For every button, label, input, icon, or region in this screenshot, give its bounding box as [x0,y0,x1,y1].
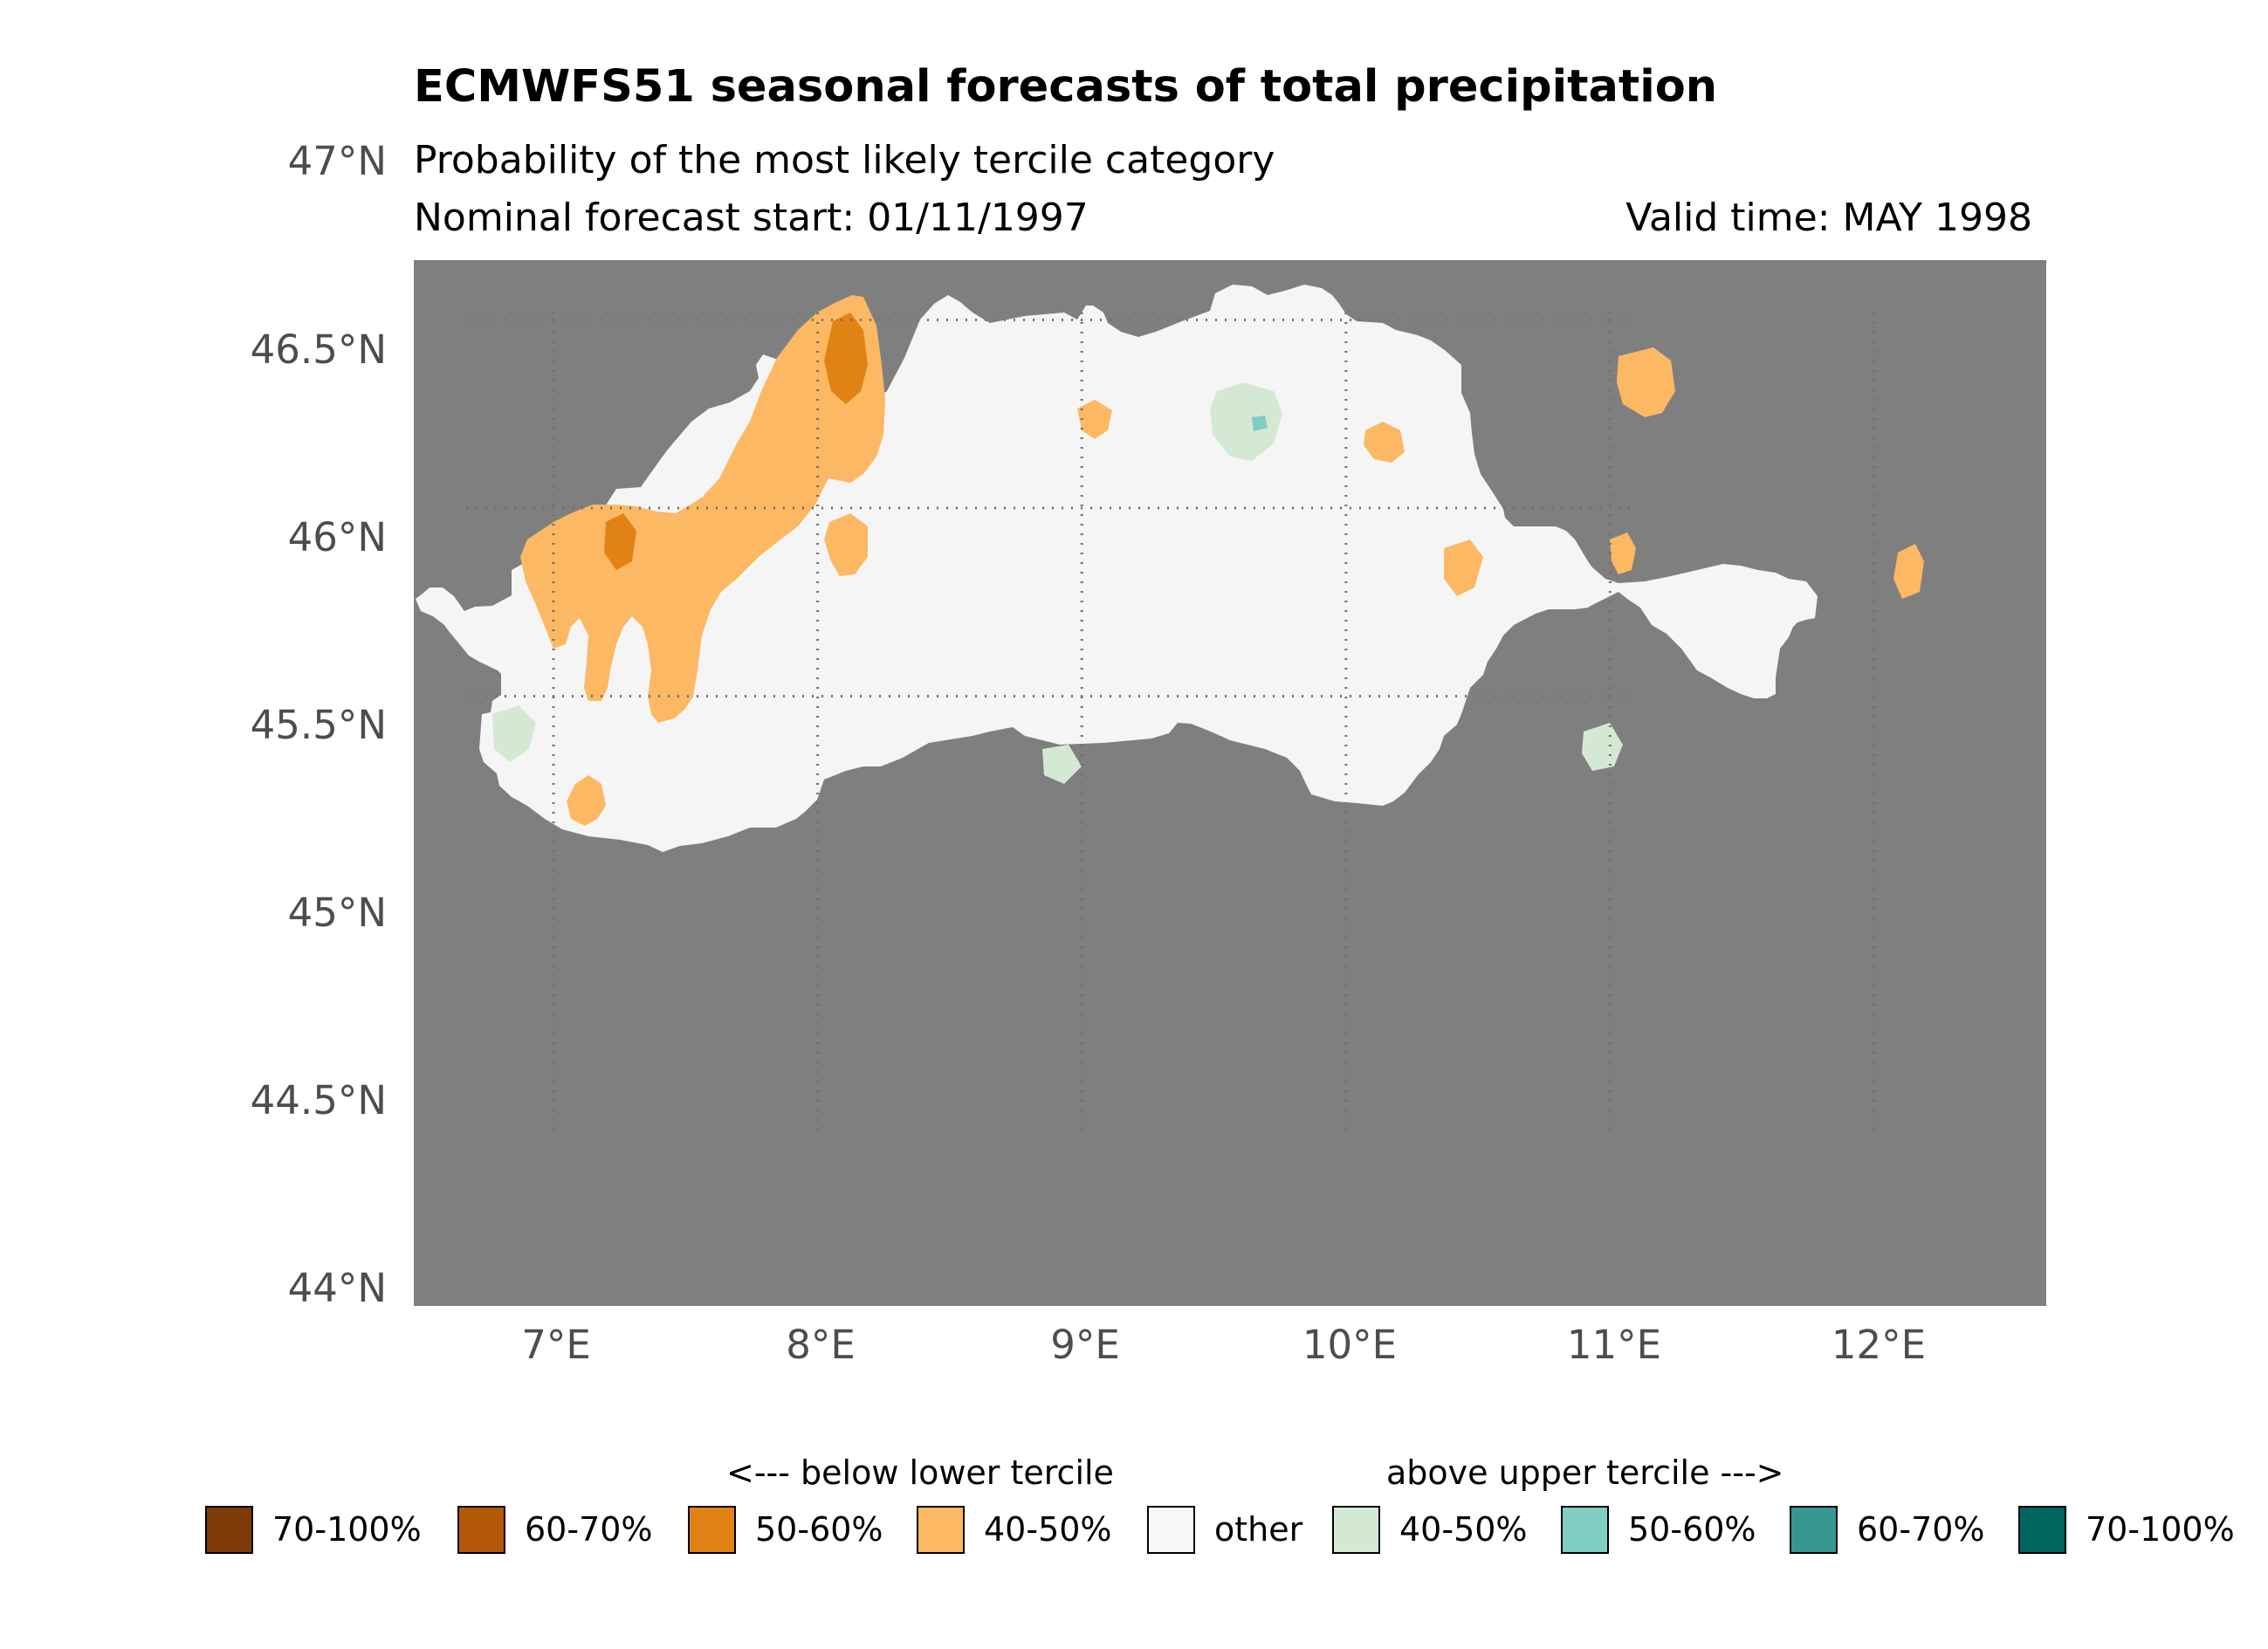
lon-label-10: 10°E [1302,1322,1398,1368]
legend-label: other [1214,1510,1303,1549]
lon-label-12: 12°E [1831,1322,1927,1368]
patch-50-60-valley [604,513,636,570]
patch-40-50-east-3 [1610,532,1636,574]
lon-label-9: 9°E [1050,1322,1120,1368]
patch-40-50-southeast [1617,347,1675,417]
legend-item-above-70-100: 70-100% [2018,1505,2235,1554]
legend-label: 70-100% [272,1510,422,1549]
legend-item-below-60-70: 60-70% [457,1505,653,1554]
lon-label-8: 8°E [786,1322,856,1368]
forecast-start-label: Nominal forecast start: 01/11/1997 [414,196,1089,240]
legend-swatch [2018,1505,2066,1554]
patch-40-50-east-2 [1444,539,1483,596]
lat-label-45: 45°N [287,890,387,936]
patch-above-40-50-south [1042,745,1082,784]
patch-40-50-east-1 [1364,422,1405,463]
patch-above-50-60-north [1252,416,1268,431]
patch-above-40-50-southeast [1582,723,1623,771]
patch-above-40-50-southwest [492,705,536,762]
map-title: ECMWFS51 seasonal forecasts of total pre… [414,61,1718,113]
lat-label-44: 44°N [287,1265,387,1311]
lat-label-46: 46°N [287,514,387,560]
legend-item-above-50-60: 50-60% [1561,1505,1756,1554]
patch-40-50-northwest [520,295,885,723]
legend-item-above-40-50: 40-50% [1332,1505,1528,1554]
legend-item-above-60-70: 60-70% [1790,1505,1985,1554]
patch-40-50-far-east [1893,544,1924,599]
lat-label-44-5: 44.5°N [250,1077,387,1123]
legend-label: 50-60% [1628,1510,1756,1549]
above-tercile-patches [492,382,1623,784]
legend-item-other: other [1147,1505,1302,1554]
patch-40-50-north-center [1077,400,1112,439]
legend-label: 70-100% [2086,1510,2235,1549]
legend-label: 50-60% [755,1510,883,1549]
legend-swatch [917,1505,965,1554]
legend-below-header: <--- below lower tercile [726,1453,1114,1492]
legend-item-below-50-60: 50-60% [688,1505,883,1554]
legend-swatch [1332,1505,1380,1554]
map-panel [414,260,2046,1306]
legend-above-header: above upper tercile ---> [1386,1453,1784,1492]
map-subtitle: Probability of the most likely tercile c… [414,138,1275,182]
valid-time-label: Valid time: MAY 1998 [1625,196,2032,240]
legend-swatch [1790,1505,1838,1554]
legend-swatch [1561,1505,1609,1554]
legend-label: 60-70% [525,1510,653,1549]
below-tercile-patches [520,295,1924,826]
legend-swatch [457,1505,505,1554]
patch-40-50-southwest [567,775,606,826]
lat-label-45-5: 45.5°N [250,702,387,748]
patch-40-50-center-small [824,513,868,576]
lon-label-11: 11°E [1566,1322,1662,1368]
legend-item-below-70-100: 70-100% [205,1505,422,1554]
legend-swatch [1147,1505,1195,1554]
legend-label: 40-50% [1399,1510,1528,1549]
lon-label-7: 7°E [521,1322,591,1368]
legend-swatch [205,1505,253,1554]
legend-label: 60-70% [1857,1510,1985,1549]
legend-swatch [688,1505,736,1554]
legend-label: 40-50% [984,1510,1112,1549]
legend-item-below-40-50: 40-50% [917,1505,1112,1554]
lat-label-46-5: 46.5°N [250,326,387,373]
lat-label-47: 47°N [287,138,387,184]
patch-50-60-northwest [824,313,868,404]
patch-above-40-50-north [1210,382,1282,461]
